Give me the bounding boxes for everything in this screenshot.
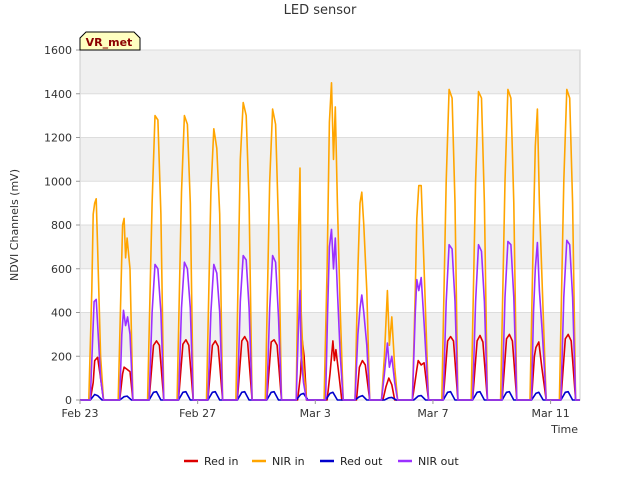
y-tick-label: 800 <box>51 219 72 232</box>
plot-background <box>79 49 581 401</box>
legend-label-nir-out: NIR out <box>418 455 459 468</box>
series-line-nir-out <box>80 228 580 401</box>
y-tick-label: 600 <box>51 263 72 276</box>
badge-label: VR_met <box>86 36 133 49</box>
y-tick-label: 1000 <box>44 175 72 188</box>
x-axis-ticks: Feb 23 Feb 27 Mar 3 Mar 7 Mar 11 <box>62 400 570 420</box>
series-line-red-out <box>80 390 580 401</box>
plot-band <box>80 181 580 225</box>
chart-title: LED sensor <box>284 3 357 18</box>
legend-label-nir-in: NIR in <box>272 455 305 468</box>
y-tick-label: 1400 <box>44 88 72 101</box>
y-tick-label: 1200 <box>44 132 72 145</box>
x-tick-label: Feb 23 <box>62 407 99 420</box>
plot-band <box>80 268 580 313</box>
x-tick-label: Mar 11 <box>531 407 569 420</box>
y-tick-label: 200 <box>51 350 72 363</box>
x-tick-label: Mar 3 <box>300 407 331 420</box>
plot-band <box>80 50 580 94</box>
legend: Red in NIR in Red out NIR out <box>184 455 459 468</box>
y-axis-ticks: 0 200 400 600 800 1000 1200 1400 1600 <box>44 44 80 407</box>
y-axis-label: NDVI Channels (mV) <box>8 169 21 281</box>
y-tick-label: 0 <box>65 394 72 407</box>
y-tick-label: 400 <box>51 307 72 320</box>
vr-met-badge: VR_met <box>79 31 141 51</box>
legend-label-red-in: Red in <box>204 455 238 468</box>
x-axis-label: Time <box>550 423 578 436</box>
series-line-red-in <box>80 333 580 401</box>
x-tick-label: Feb 27 <box>179 407 216 420</box>
plot-band <box>80 137 580 182</box>
legend-label-red-out: Red out <box>340 455 383 468</box>
x-tick-label: Mar 7 <box>417 407 448 420</box>
series-layer <box>80 82 580 401</box>
y-tick-label: 1600 <box>44 44 72 57</box>
